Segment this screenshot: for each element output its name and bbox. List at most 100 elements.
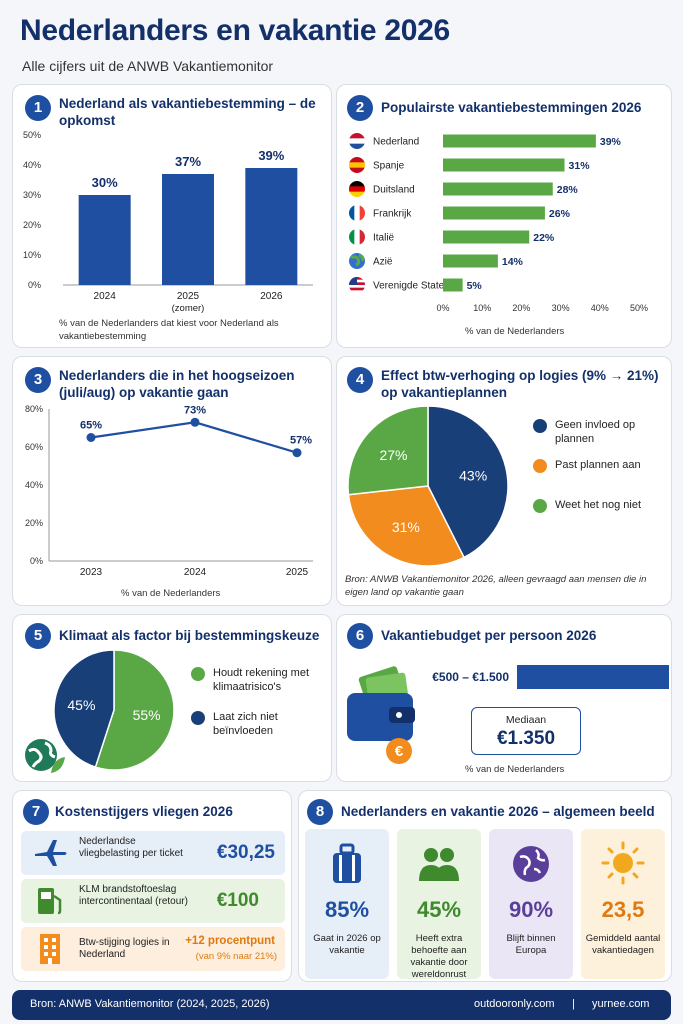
data-label: 55% [133, 707, 161, 723]
building-icon [40, 934, 60, 964]
pie-chart-climate: 55% 45% [53, 649, 175, 771]
fuel-pump-icon [38, 888, 62, 915]
panel-title: Nederlanders die in het hoogseizoen (jul… [59, 368, 295, 400]
data-label: 39% [258, 148, 284, 163]
stat-value: 23,5 [601, 897, 645, 922]
svg-text:€: € [395, 743, 404, 760]
data-label: 31% [569, 160, 591, 172]
bar [443, 278, 463, 292]
stat-value: 45% [416, 897, 462, 922]
globe-icon [513, 846, 549, 882]
chart-note: % van de Nederlanders [121, 588, 221, 599]
flag-nl-icon [349, 133, 365, 149]
y-tick-label: 0% [30, 556, 43, 566]
data-label: 5% [467, 280, 483, 292]
chart-note: Bron: ANWB Vakantiemonitor 2026, alleen … [345, 574, 647, 598]
y-tick-label: 40% [23, 160, 41, 170]
data-label: 14% [502, 256, 524, 268]
pie-slice [347, 405, 429, 496]
panel-title: Kostenstijgers vliegen 2026 [55, 804, 233, 819]
cost-value: €100 [216, 890, 259, 911]
y-tick-label: 20% [23, 220, 41, 230]
cost-value: €30,25 [216, 842, 275, 863]
x-tick-label: 2026 [260, 291, 283, 302]
earth-leaf-icon [25, 739, 65, 773]
data-label: 73% [184, 404, 206, 416]
y-tick-label: 30% [23, 190, 41, 200]
flag-fr-icon [349, 205, 365, 221]
panel-number: 7 [23, 799, 49, 825]
data-label: 28% [557, 184, 579, 196]
legend-swatch [533, 419, 547, 433]
data-label: 22% [533, 232, 555, 244]
stat-card-days: 23,5 Gemiddeld aantal vakantiedagen [581, 829, 665, 979]
pie-slice [94, 649, 175, 771]
stat-card-need: 45% Heeft extra behoefte aan vakantie do… [397, 829, 481, 980]
category-label: Verenigde Staten [373, 281, 450, 292]
x-tick-sublabel: (zomer) [172, 303, 205, 314]
footer-link-outdooronly[interactable]: outdooronly.com [474, 998, 555, 1010]
footer-link-yurnee[interactable]: yurnee.com [592, 998, 650, 1010]
cost-label: Nederlandse vliegbelasting per ticket [79, 836, 183, 859]
cost-sub: (van 9% naar 21%) [195, 951, 277, 962]
category-label: Italië [373, 233, 395, 244]
hbar-chart-budget: €500 – €1.50045% [432, 665, 669, 689]
x-tick-label: 50% [630, 303, 648, 313]
data-point [190, 417, 200, 427]
panel-climate: 5 Klimaat als factor bij bestemmingskeuz… [12, 614, 332, 782]
chart-note: % van de Nederlanders [465, 326, 565, 337]
stat-label: Heeft extra behoefte aan vakantie door w… [410, 933, 468, 980]
stat-card-travel: 85% Gaat in 2026 op vakantie [305, 829, 389, 979]
x-tick-label: 30% [552, 303, 570, 313]
data-point [292, 448, 302, 458]
data-label: 45% [67, 697, 95, 713]
panel-number: 2 [347, 95, 373, 121]
panel-high-season: 3 Nederlanders die in het hoogseizoen (j… [12, 356, 332, 606]
panel-title: Klimaat als factor bij bestemmingskeuze [59, 628, 320, 643]
y-tick-label: 50% [23, 130, 41, 140]
bar [245, 168, 298, 285]
category-label: Frankrijk [373, 209, 412, 220]
panel-number: 4 [347, 367, 373, 393]
pie-slice [53, 649, 115, 769]
data-label: 37% [175, 154, 201, 169]
panel-number: 6 [347, 623, 373, 649]
cost-value: +12 procentpunt [185, 935, 275, 947]
legend-label: Geen invloed op plannen [555, 419, 636, 445]
stat-label: Gaat in 2026 op vakantie [313, 933, 381, 956]
flag-it-icon [349, 229, 365, 245]
legend-label: Houdt rekening met klimaatrisico's [213, 667, 309, 693]
panel-flight-costs: 7 Kostenstijgers vliegen 2026 Nederlands… [12, 790, 292, 982]
data-point [86, 433, 96, 442]
y-tick-label: 20% [25, 518, 43, 528]
suitcase-icon [333, 843, 361, 883]
panel-title: Populairste vakantiebestemmingen 2026 [381, 100, 642, 115]
data-label: 39% [600, 136, 622, 148]
data-label: 27% [379, 447, 407, 463]
panel-number: 8 [307, 799, 333, 825]
line-chart-high-season: 0% 20% 40% 60% 80% 65% 2023 73% 2024 57% 2025 [25, 404, 313, 578]
stat-card-europe: 90% Blijft binnen Europa [489, 829, 573, 979]
panel-budget: 6 Vakantiebudget per persoon 2026 € €500… [336, 614, 672, 782]
category-label: Nederland [373, 137, 419, 148]
legend-label: Past plannen aan [555, 459, 641, 471]
category-label: Spanje [373, 161, 405, 172]
x-tick-label: 20% [512, 303, 530, 313]
y-tick-label: 10% [23, 250, 41, 260]
legend-label: Weet het nog niet [555, 499, 642, 511]
legend-swatch [191, 711, 205, 725]
pie-chart-vat-effect: 43% 31% 27% [347, 405, 509, 567]
stat-value: 85% [324, 897, 370, 922]
page-subtitle: Alle cijfers uit de ANWB Vakantiemonitor [22, 58, 274, 74]
flag-es-icon [349, 157, 365, 173]
y-tick-label: 60% [25, 442, 43, 452]
x-tick-label: 2025 [286, 567, 309, 578]
wallet-icon: € [347, 666, 415, 764]
panel-top-destinations: 2 Populairste vakantiebestemmingen 2026 … [336, 84, 672, 348]
cost-label: Btw-stijging logies in Nederland [79, 937, 170, 960]
data-label: 31% [392, 519, 420, 535]
hbar-chart-destinations: Nederland 39% Spanje 31% Duitsland 28% Frankri… [349, 133, 648, 313]
y-tick-label: 40% [25, 480, 43, 490]
median-value: €1.350 [496, 728, 556, 749]
data-label: 65% [80, 420, 102, 432]
